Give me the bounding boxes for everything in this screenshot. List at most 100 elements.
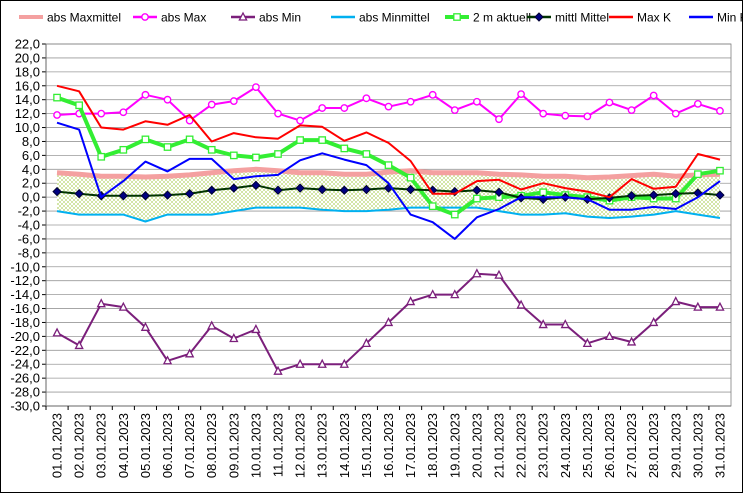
y-tick-label: 8,0 <box>22 134 40 149</box>
data-point <box>162 355 173 365</box>
legend-label: abs Max <box>161 11 206 25</box>
data-point <box>207 100 216 109</box>
data-point <box>428 202 437 211</box>
y-tick-label: -6,0 <box>18 231 40 246</box>
data-point <box>296 136 304 144</box>
data-point <box>295 183 305 193</box>
data-point <box>140 191 151 201</box>
x-tick-label: 05.01.2023 <box>138 413 153 478</box>
y-tick-label: 20,0 <box>15 50 40 65</box>
x-tick-label: 01.01.2023 <box>50 413 65 478</box>
data-point <box>274 109 282 118</box>
data-point <box>693 301 703 311</box>
data-point <box>339 358 349 368</box>
legend: abs Maxmittel abs Max abs Min abs Minmittel… <box>19 11 743 25</box>
y-tick-label: 4,0 <box>22 162 40 177</box>
x-tick-label: 20.01.2023 <box>469 413 484 478</box>
data-point <box>229 97 238 105</box>
y-tick-label: -12,0 <box>10 273 40 288</box>
data-point <box>716 106 724 115</box>
x-tick-label: 19.01.2023 <box>447 413 462 478</box>
data-point <box>472 268 482 278</box>
data-point <box>163 95 172 104</box>
x-tick-label: 22.01.2023 <box>514 413 529 478</box>
data-point <box>184 188 195 199</box>
series-abs-min <box>52 268 725 375</box>
data-point <box>517 90 525 99</box>
legend-item: abs Maxmittel <box>19 11 121 25</box>
data-point <box>715 190 725 200</box>
legend-label: abs Min <box>259 11 301 25</box>
series-min-k <box>56 121 721 240</box>
y-tick-label: -16,0 <box>10 301 40 316</box>
y-tick-label: 12,0 <box>15 106 40 121</box>
data-point <box>140 321 151 331</box>
x-tick-label: 27.01.2023 <box>624 413 639 478</box>
data-point <box>185 135 194 144</box>
x-tick-label: 08.01.2023 <box>204 413 219 478</box>
data-point <box>671 188 681 199</box>
grid <box>46 43 731 407</box>
data-point <box>539 109 548 118</box>
series-abs-maxmittel <box>56 166 721 181</box>
y-tick-label: -30,0 <box>10 399 40 414</box>
data-point <box>52 327 62 337</box>
legend-marker <box>238 11 248 21</box>
x-tick-label: 18.01.2023 <box>425 413 440 478</box>
data-point <box>252 83 260 92</box>
data-point <box>119 108 128 117</box>
data-point <box>97 152 106 161</box>
data-point <box>118 191 129 201</box>
data-point <box>495 115 503 124</box>
data-point <box>97 109 106 118</box>
series-layer <box>52 83 725 375</box>
series-abs-max <box>53 83 724 125</box>
data-point <box>362 94 371 103</box>
x-tick-label: 16.01.2023 <box>381 413 396 478</box>
data-point <box>273 185 283 195</box>
y-tick-label: 6,0 <box>22 148 40 163</box>
data-point <box>295 358 305 368</box>
data-point <box>473 194 481 203</box>
data-point <box>406 173 415 182</box>
data-point <box>649 91 658 100</box>
data-point <box>384 161 393 169</box>
data-point <box>251 324 261 334</box>
data-point <box>561 111 570 120</box>
data-point <box>163 143 172 151</box>
data-point <box>141 90 150 99</box>
data-point <box>626 336 637 346</box>
data-point <box>340 144 349 153</box>
data-point <box>716 166 724 175</box>
legend-item: Min K <box>689 11 743 25</box>
data-point <box>207 185 217 195</box>
x-tick-label: 23.01.2023 <box>536 413 551 478</box>
data-point <box>450 289 460 299</box>
data-point <box>472 185 482 195</box>
data-point <box>162 190 173 200</box>
data-point <box>361 337 372 347</box>
y-tick-label: -10,0 <box>10 259 40 274</box>
plot-border <box>45 43 732 407</box>
x-tick-label: 09.01.2023 <box>226 413 241 478</box>
data-point <box>318 104 327 112</box>
data-point <box>96 298 106 308</box>
data-point <box>119 145 128 154</box>
x-tick-label: 29.01.2023 <box>668 413 683 478</box>
x-tick-label: 10.01.2023 <box>248 413 263 478</box>
series-line <box>56 84 721 199</box>
x-tick-label: 11.01.2023 <box>271 413 286 477</box>
data-point <box>538 319 548 329</box>
legend-label: abs Maxmittel <box>47 11 121 25</box>
x-tick-label: 04.01.2023 <box>116 413 131 478</box>
x-tick-label: 28.01.2023 <box>646 413 661 478</box>
data-point <box>229 333 239 343</box>
data-point <box>339 185 350 195</box>
data-point <box>74 188 84 199</box>
y-tick-label: 10,0 <box>15 120 40 135</box>
series-line <box>56 166 721 181</box>
y-tick-label: -20,0 <box>10 329 40 344</box>
data-point <box>207 145 216 154</box>
